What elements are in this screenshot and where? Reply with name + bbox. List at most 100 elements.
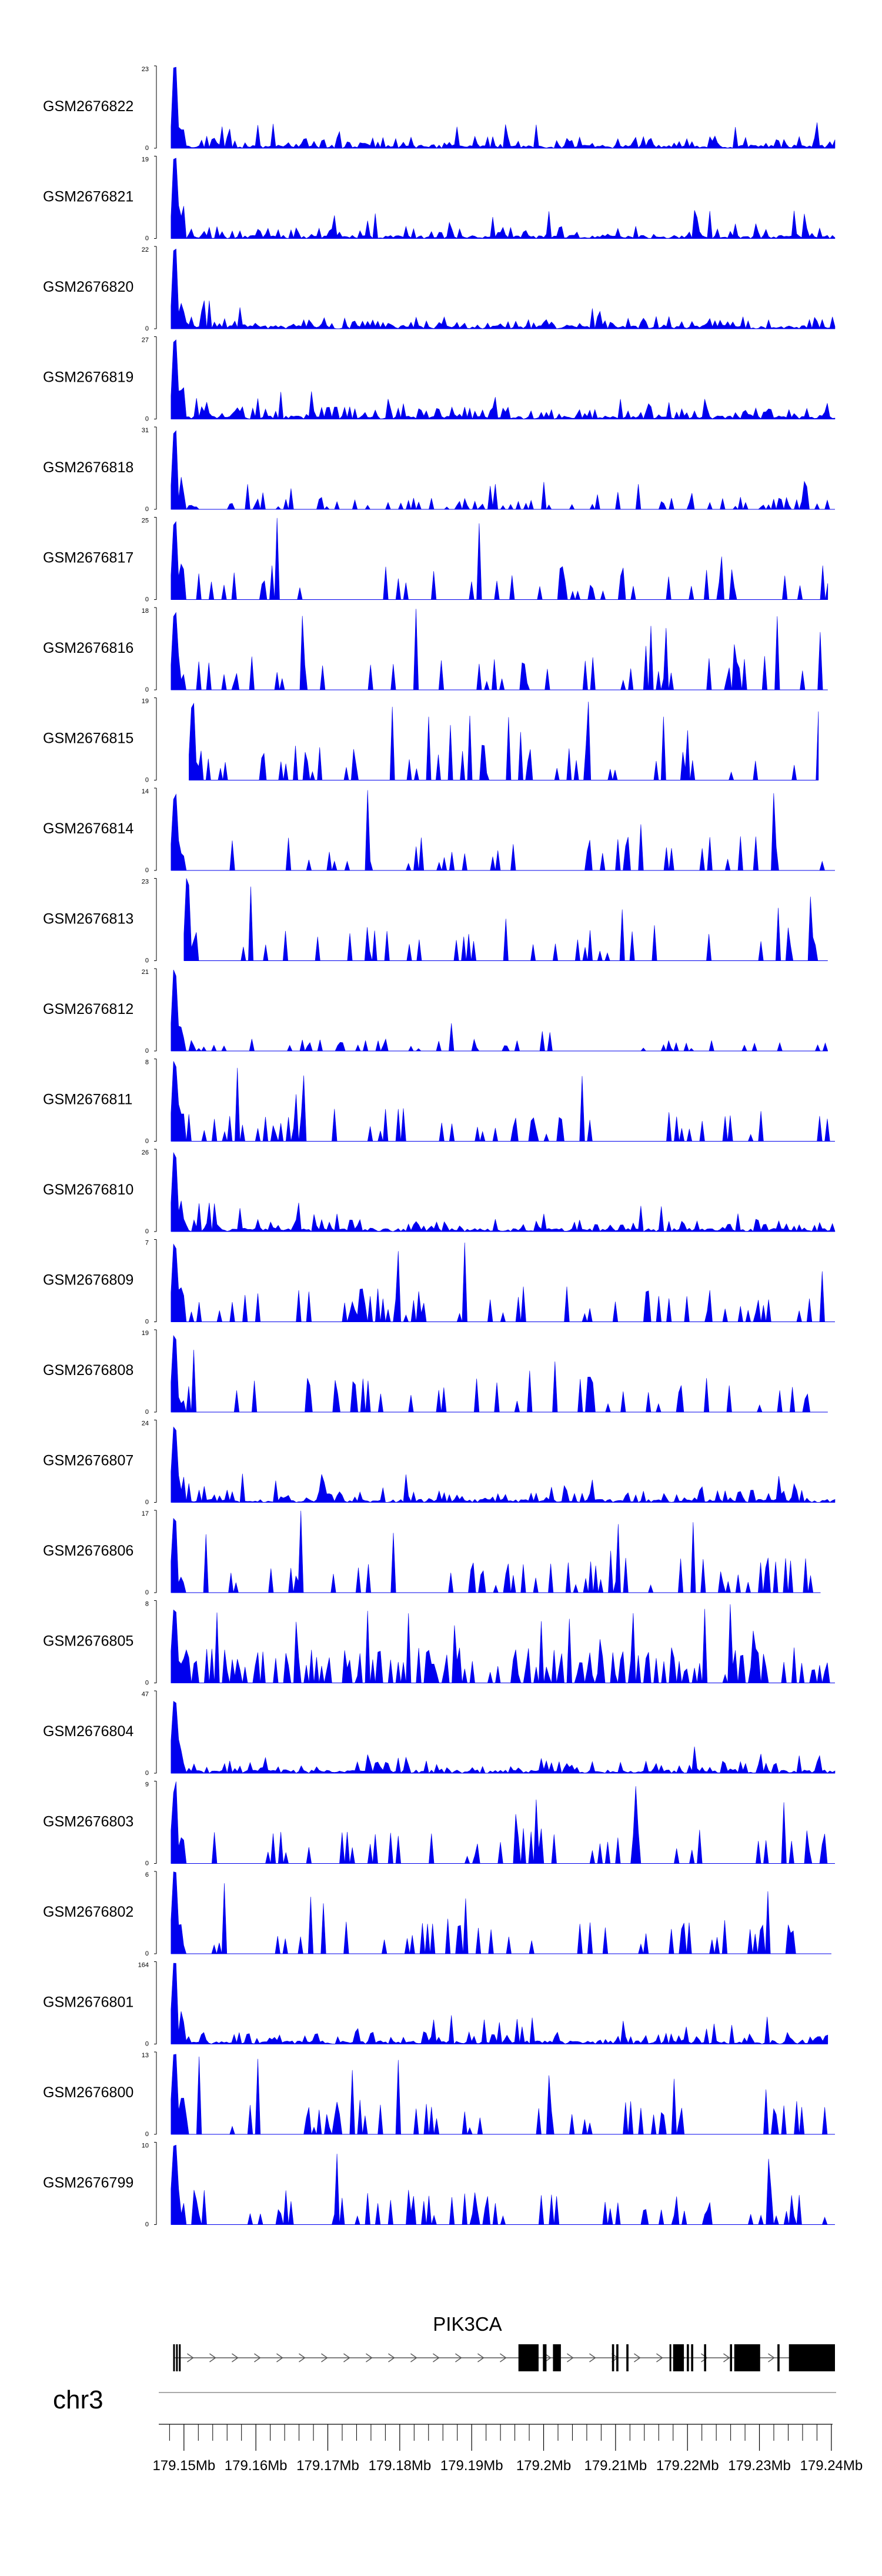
track-label: GSM2676800 [43,2084,133,2101]
track-label: GSM2676813 [43,911,133,927]
coverage-area [171,1152,836,1232]
strand-arrow [187,2353,194,2363]
coverage-area [171,969,828,1052]
strand-arrow [477,2353,485,2363]
track-GSM2676809: GSM2676809 7 0 [43,1239,835,1326]
y-zero-label: 0 [145,1499,149,1506]
track-label: GSM2676805 [43,1633,133,1650]
track-label: GSM2676809 [43,1272,133,1289]
tick-label: 179.24Mb [800,2458,863,2474]
exon [179,2344,181,2371]
strand-arrow [276,2353,283,2363]
track-GSM2676820: GSM2676820 22 0 [43,246,836,332]
exon [543,2344,547,2371]
y-zero-label: 0 [145,686,149,693]
track-label: GSM2676803 [43,1814,133,1830]
tick-label: 179.16Mb [225,2458,288,2474]
tick-label: 179.19Mb [440,2458,503,2474]
y-max-label: 10 [142,2143,149,2150]
y-zero-label: 0 [145,1409,149,1416]
y-zero-label: 0 [145,2131,149,2138]
track-GSM2676821: GSM2676821 19 0 [43,156,836,242]
y-max-label: 19 [142,156,149,163]
track-GSM2676819: GSM2676819 27 0 [43,336,836,423]
exon [553,2344,561,2371]
track-label: GSM2676820 [43,279,133,295]
strand-arrow [723,2353,730,2363]
strand-arrow [410,2353,417,2363]
y-max-label: 13 [142,2052,149,2059]
strand-arrow [544,2353,552,2363]
track-label: GSM2676817 [43,550,133,566]
track-GSM2676814: GSM2676814 14 0 [43,788,835,874]
exon [730,2344,733,2371]
coverage-area [171,1604,835,1684]
track-label: GSM2676802 [43,1904,133,1920]
track-label: GSM2676806 [43,1543,133,1559]
tick-label: 179.17Mb [296,2458,359,2474]
y-max-label: 17 [142,1510,149,1517]
y-max-label: 25 [142,518,149,525]
y-max-label: 23 [142,66,149,73]
gene-label: PIK3CA [433,2313,502,2335]
y-max-label: 164 [138,1962,149,1969]
coverage-area [171,790,835,871]
y-max-label: 18 [142,608,149,615]
y-zero-label: 0 [145,506,149,513]
y-max-label: 24 [142,1420,149,1427]
y-zero-label: 0 [145,325,149,332]
track-label: GSM2676821 [43,189,133,205]
coverage-area [171,1701,836,1774]
track-GSM2676815: GSM2676815 19 0 [43,698,819,784]
exon [686,2344,689,2371]
track-label: GSM2676799 [43,2175,133,2191]
strand-arrow [634,2353,641,2363]
y-zero-label: 0 [145,596,149,603]
tick-label: 179.2Mb [516,2458,571,2474]
track-GSM2676805: GSM2676805 8 0 [43,1600,835,1687]
y-zero-label: 0 [145,1138,149,1145]
strand-arrow [388,2353,395,2363]
track-label: GSM2676808 [43,1362,133,1379]
coverage-area [189,702,819,780]
track-GSM2676822: GSM2676822 23 0 [43,65,836,152]
track-GSM2676811: GSM2676811 8 0 [43,1059,835,1145]
track-GSM2676803: GSM2676803 9 0 [43,1781,835,1867]
strand-arrow [701,2353,708,2363]
strand-arrow [299,2353,306,2363]
coverage-tracks: GSM2676822230GSM2676821190GSM2676820220G… [43,65,836,2228]
tick-label: 179.18Mb [368,2458,431,2474]
y-zero-label: 0 [145,416,149,423]
strand-arrow [567,2353,574,2363]
strand-arrow [343,2353,350,2363]
y-max-label: 6 [145,1871,149,1878]
y-zero-label: 0 [145,2041,149,2048]
y-zero-label: 0 [145,2221,149,2228]
exon [173,2344,175,2371]
tick-label: 179.23Mb [728,2458,791,2474]
tick-label: 179.22Mb [656,2458,719,2474]
coverage-area [171,2144,835,2225]
exon [704,2344,707,2371]
y-max-label: 23 [142,879,149,886]
track-GSM2676807: GSM2676807 24 0 [43,1420,836,1506]
coverage-area [171,66,836,149]
exon [777,2344,780,2371]
strand-arrow [254,2353,261,2363]
y-zero-label: 0 [145,957,149,965]
track-GSM2676800: GSM2676800 13 0 [43,2051,835,2138]
tick-label: 179.15Mb [152,2458,215,2474]
y-max-label: 19 [142,1330,149,1337]
track-label: GSM2676815 [43,730,133,747]
y-max-label: 7 [145,1240,149,1247]
exon [691,2344,693,2371]
coverage-area [171,518,828,600]
strand-arrow [232,2353,239,2363]
track-GSM2676810: GSM2676810 26 0 [43,1149,836,1235]
coverage-area [171,430,835,510]
track-label: GSM2676801 [43,1994,133,2011]
track-label: GSM2676814 [43,820,133,837]
y-max-label: 21 [142,969,149,976]
strand-arrow [768,2353,775,2363]
y-zero-label: 0 [145,867,149,874]
